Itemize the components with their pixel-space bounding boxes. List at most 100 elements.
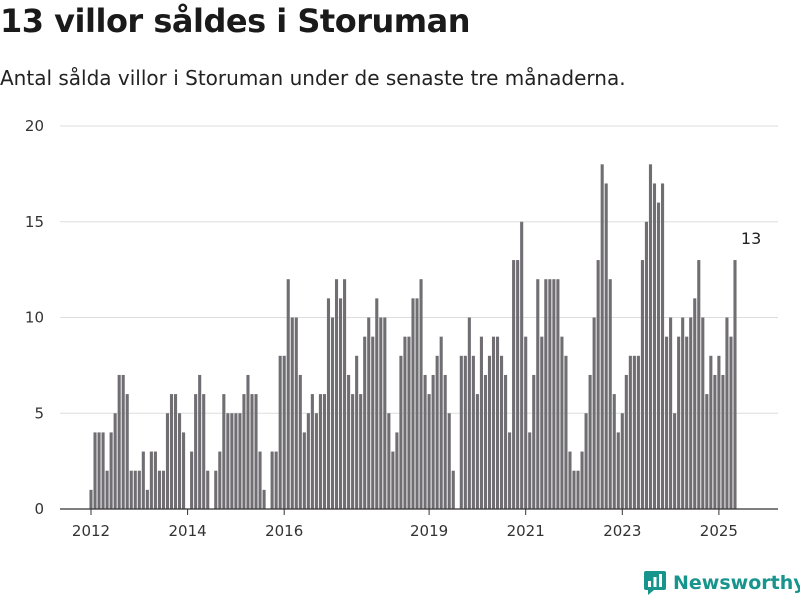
bar — [310, 394, 314, 509]
bar — [487, 355, 492, 509]
chart-title: 13 villor såldes i Storuman — [0, 2, 470, 40]
bar — [733, 260, 737, 509]
newsworthy-logo: Newsworthy — [643, 566, 800, 600]
bar — [258, 451, 262, 509]
bar — [190, 451, 194, 509]
bar — [677, 336, 681, 509]
bar — [608, 279, 612, 509]
bar — [471, 355, 475, 509]
bar — [339, 298, 343, 509]
bar — [109, 432, 113, 509]
bar — [661, 183, 665, 509]
bar — [548, 279, 552, 509]
bar — [202, 394, 206, 509]
bar — [508, 432, 512, 509]
bar — [359, 394, 363, 509]
bar — [628, 355, 632, 509]
bar — [242, 394, 246, 509]
bar — [576, 470, 580, 509]
bar — [286, 279, 290, 509]
bar — [355, 355, 359, 509]
bar — [459, 355, 463, 509]
bar — [669, 317, 673, 509]
bar — [282, 355, 286, 509]
bar — [504, 374, 508, 509]
bar — [725, 317, 729, 509]
bar — [600, 164, 604, 510]
bar — [351, 394, 355, 509]
bar — [379, 317, 383, 509]
bar — [218, 451, 222, 509]
bar — [318, 394, 322, 509]
bar — [681, 317, 685, 509]
bar — [326, 298, 331, 509]
bar — [435, 355, 439, 509]
bar — [572, 470, 576, 509]
x-tick-label: 2021 — [507, 522, 545, 540]
bar — [206, 470, 210, 509]
bar — [665, 336, 669, 509]
bar — [479, 336, 483, 509]
brand-name: Newsworthy — [673, 572, 800, 594]
bar — [648, 164, 653, 510]
bar — [552, 279, 556, 509]
bar — [467, 317, 471, 509]
bar — [427, 394, 431, 509]
bar — [431, 374, 435, 509]
bar — [274, 451, 278, 509]
bar — [278, 355, 282, 509]
bar — [226, 413, 230, 509]
bar — [399, 355, 403, 509]
bar — [644, 221, 648, 509]
bar — [532, 374, 536, 509]
bar — [165, 413, 170, 509]
bar — [101, 432, 105, 509]
bar — [592, 317, 596, 509]
bar — [612, 394, 616, 509]
bar — [302, 432, 306, 509]
bar — [673, 413, 677, 509]
bar — [419, 279, 423, 509]
bar — [141, 451, 145, 509]
bar-chart-icon — [644, 571, 666, 595]
bar — [149, 451, 153, 509]
bar — [137, 470, 141, 509]
bar — [520, 221, 524, 509]
bar — [238, 413, 242, 509]
bar — [129, 470, 133, 509]
bar — [528, 432, 532, 509]
bar — [620, 413, 624, 509]
bar — [89, 489, 93, 509]
y-tick-label: 5 — [34, 404, 44, 422]
bar — [693, 298, 697, 509]
bar — [214, 470, 218, 509]
bar — [387, 413, 391, 509]
bar — [105, 470, 109, 509]
bar — [632, 355, 636, 509]
bar — [701, 317, 705, 509]
y-tick-label: 0 — [34, 500, 44, 518]
bar — [117, 374, 121, 509]
bar — [97, 432, 101, 509]
bar — [343, 279, 347, 509]
bar — [697, 260, 701, 509]
bar — [234, 413, 238, 509]
bar — [125, 394, 129, 509]
bar — [568, 451, 572, 509]
bar — [403, 336, 407, 509]
bar — [516, 260, 520, 509]
y-tick-label: 20 — [25, 117, 44, 135]
bar — [685, 336, 689, 509]
bar — [495, 336, 500, 509]
bar — [395, 432, 399, 509]
bar — [588, 374, 592, 509]
bar — [411, 298, 415, 509]
bar — [334, 279, 339, 509]
bar — [270, 451, 274, 509]
bar — [640, 260, 644, 509]
bar — [636, 355, 640, 509]
bar — [536, 279, 540, 509]
bar — [173, 394, 178, 509]
bar-chart: 0 5 10 15 20 13 2012 2014 2016 2019 2021 2023 2025 — [25, 117, 778, 540]
bar — [93, 432, 97, 509]
